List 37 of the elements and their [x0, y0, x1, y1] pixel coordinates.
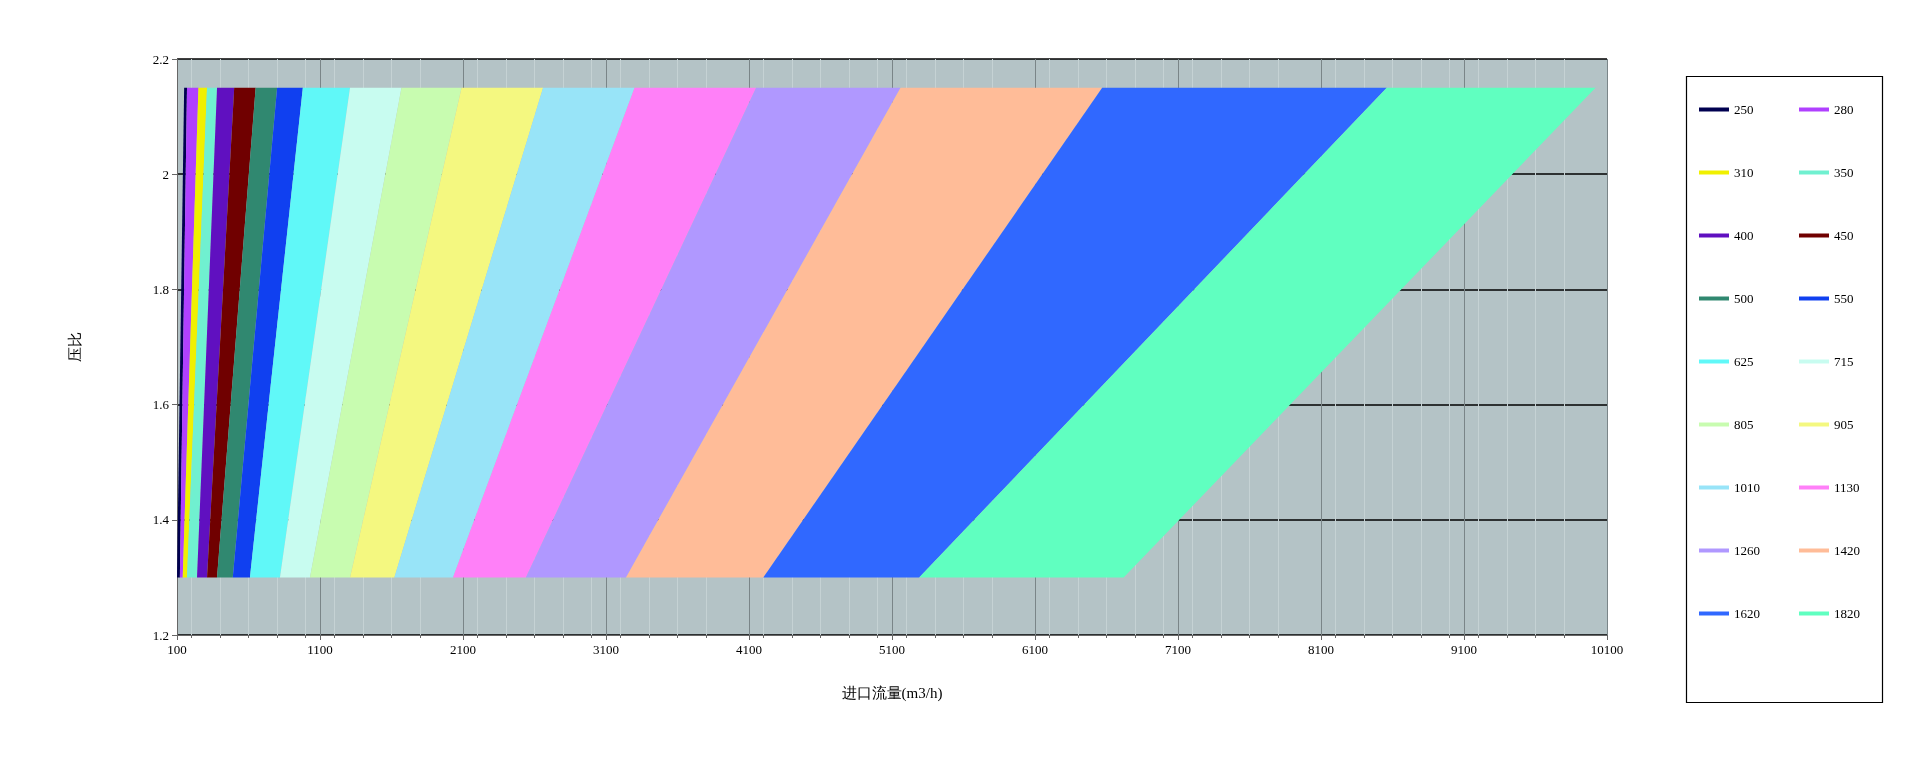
y-tick-label: 1.6: [152, 397, 170, 413]
legend-label: 1260: [1734, 543, 1760, 558]
legend-label: 400: [1734, 228, 1754, 243]
legend-label: 625: [1734, 354, 1754, 369]
x-tick-label: 6100: [1022, 642, 1048, 657]
y-tick-label: 1.8: [152, 281, 169, 297]
x-tick-label: 7100: [1165, 642, 1191, 657]
y-tick-label: 2: [162, 166, 169, 182]
legend-label: 310: [1734, 165, 1754, 180]
legend-label: 1620: [1734, 606, 1760, 621]
x-tick-label: 4100: [736, 642, 762, 657]
y-axis-title: 压比: [66, 332, 83, 362]
y-tick-label: 1.2: [152, 627, 169, 643]
x-tick-label: 9100: [1451, 642, 1477, 657]
legend-label: 250: [1734, 102, 1754, 117]
legend-label: 550: [1834, 291, 1854, 306]
legend-label: 500: [1734, 291, 1754, 306]
legend-label: 905: [1834, 417, 1854, 432]
x-tick-label: 3100: [593, 642, 619, 657]
legend-label: 450: [1834, 228, 1854, 243]
y-tick-label: 2.2: [152, 51, 169, 67]
x-axis-title: 进口流量(m3/h): [841, 684, 943, 702]
x-tick-label: 5100: [879, 642, 905, 657]
legend-label: 280: [1834, 102, 1854, 117]
y-tick-label: 1.4: [152, 512, 170, 528]
legend-label: 1420: [1834, 543, 1860, 558]
legend-label: 1130: [1834, 480, 1860, 495]
legend-label: 1820: [1834, 606, 1860, 621]
legend-label: 1010: [1734, 480, 1760, 495]
x-tick-label: 10100: [1590, 642, 1624, 657]
x-tick-label: 8100: [1308, 642, 1334, 657]
x-tick-label: 100: [167, 642, 187, 657]
x-tick-label: 1100: [307, 642, 333, 657]
legend-label: 715: [1834, 354, 1854, 369]
legend-label: 805: [1734, 417, 1754, 432]
legend-label: 350: [1834, 165, 1854, 180]
x-tick-label: 2100: [450, 642, 476, 657]
